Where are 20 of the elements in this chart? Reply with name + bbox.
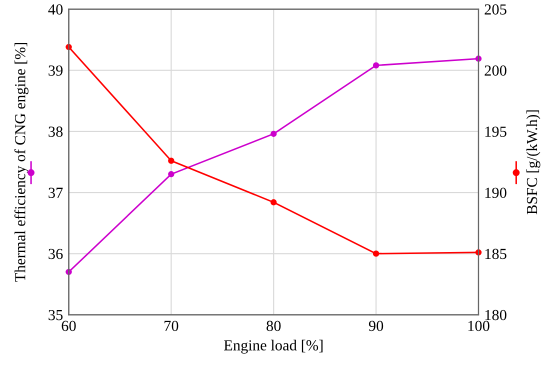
y-tick-label: 36 xyxy=(48,248,63,260)
y2-tick-label: 185 xyxy=(485,248,506,260)
x-tick-label: 80 xyxy=(266,320,281,332)
y-tick-label: 37 xyxy=(48,188,63,198)
y-axis-title: Thermal efficiency of CNG engine [%] xyxy=(14,42,28,282)
y-tick-label: 40 xyxy=(48,4,63,15)
y-tick-label: 35 xyxy=(48,310,63,320)
x-tick-label: 100 xyxy=(468,320,490,332)
x-axis-title: Engine load [%] xyxy=(224,340,323,354)
y2-tick-label: 180 xyxy=(485,310,506,320)
y2-tick-label: 200 xyxy=(484,65,506,76)
x-tick-label: 90 xyxy=(368,320,384,332)
y2-tick-label: 190 xyxy=(485,188,506,198)
y2-tick-label: 205 xyxy=(484,4,506,15)
y2-tick-label: 195 xyxy=(485,126,506,137)
x-tick-label: 70 xyxy=(164,320,178,332)
y2-axis-title: BSFC [g/(kW.h)] xyxy=(526,110,540,214)
x-tick-label: 60 xyxy=(62,320,76,332)
y-tick-label: 39 xyxy=(48,65,63,76)
y-tick-label: 38 xyxy=(48,126,63,137)
